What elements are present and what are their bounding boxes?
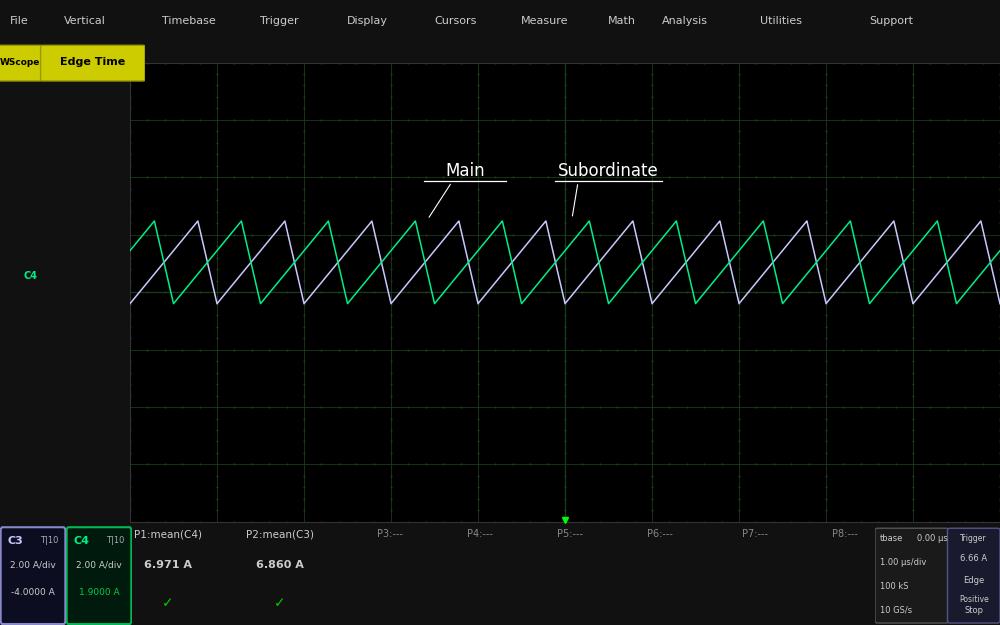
Text: Display: Display <box>347 16 388 26</box>
FancyBboxPatch shape <box>41 45 145 81</box>
Text: tbase: tbase <box>880 534 903 543</box>
Text: P4:---: P4:--- <box>467 529 493 539</box>
FancyBboxPatch shape <box>67 528 131 624</box>
Text: Edge Time: Edge Time <box>60 58 125 68</box>
Text: Subordinate: Subordinate <box>558 162 659 179</box>
Text: Positive: Positive <box>959 596 989 604</box>
Text: 6.971 A: 6.971 A <box>144 560 192 570</box>
Text: 6.66 A: 6.66 A <box>960 554 987 563</box>
Text: Main: Main <box>445 162 485 179</box>
Text: P8:---: P8:--- <box>832 529 858 539</box>
Text: P7:---: P7:--- <box>742 529 768 539</box>
Text: Analysis: Analysis <box>662 16 708 26</box>
Text: 6.860 A: 6.860 A <box>256 560 304 570</box>
Text: P6:---: P6:--- <box>647 529 673 539</box>
Text: WScope: WScope <box>0 58 40 67</box>
Text: Vertical: Vertical <box>64 16 106 26</box>
FancyBboxPatch shape <box>1 528 65 624</box>
Text: 10 GS/s: 10 GS/s <box>880 605 912 614</box>
FancyBboxPatch shape <box>875 528 949 623</box>
Text: ✓: ✓ <box>162 596 174 610</box>
Text: File: File <box>10 16 29 26</box>
Text: 0.00 μs: 0.00 μs <box>917 534 948 543</box>
Text: Timebase: Timebase <box>162 16 216 26</box>
Text: 1.9000 A: 1.9000 A <box>79 588 119 598</box>
FancyBboxPatch shape <box>0 45 42 81</box>
Text: Stop: Stop <box>964 606 983 615</box>
Text: Measure: Measure <box>521 16 568 26</box>
Text: Measure: Measure <box>10 534 52 544</box>
Text: T|10: T|10 <box>106 536 124 545</box>
Text: Trigger: Trigger <box>960 534 987 543</box>
Text: ✓: ✓ <box>274 596 286 610</box>
Text: C3: C3 <box>8 536 24 546</box>
Text: Support: Support <box>869 16 913 26</box>
Text: P2:mean(C3): P2:mean(C3) <box>246 529 314 539</box>
Text: Math: Math <box>608 16 636 26</box>
Text: Edge: Edge <box>963 576 984 584</box>
Text: 1.00 μs/div: 1.00 μs/div <box>880 558 926 567</box>
Text: C4: C4 <box>74 536 90 546</box>
Text: Trigger: Trigger <box>260 16 299 26</box>
Text: P5:---: P5:--- <box>557 529 583 539</box>
FancyBboxPatch shape <box>948 528 1000 623</box>
Text: 2.00 A/div: 2.00 A/div <box>10 561 56 570</box>
Text: Utilities: Utilities <box>760 16 802 26</box>
Text: 2.00 A/div: 2.00 A/div <box>76 561 122 570</box>
Text: status: status <box>10 592 40 602</box>
Text: C4: C4 <box>23 271 37 281</box>
Text: P3:---: P3:--- <box>377 529 403 539</box>
Text: P1:mean(C4): P1:mean(C4) <box>134 529 202 539</box>
Text: -4.0000 A: -4.0000 A <box>11 588 55 598</box>
Text: value: value <box>10 563 37 573</box>
Text: 100 kS: 100 kS <box>880 581 908 591</box>
Text: T|10: T|10 <box>40 536 58 545</box>
Text: Cursors: Cursors <box>434 16 476 26</box>
